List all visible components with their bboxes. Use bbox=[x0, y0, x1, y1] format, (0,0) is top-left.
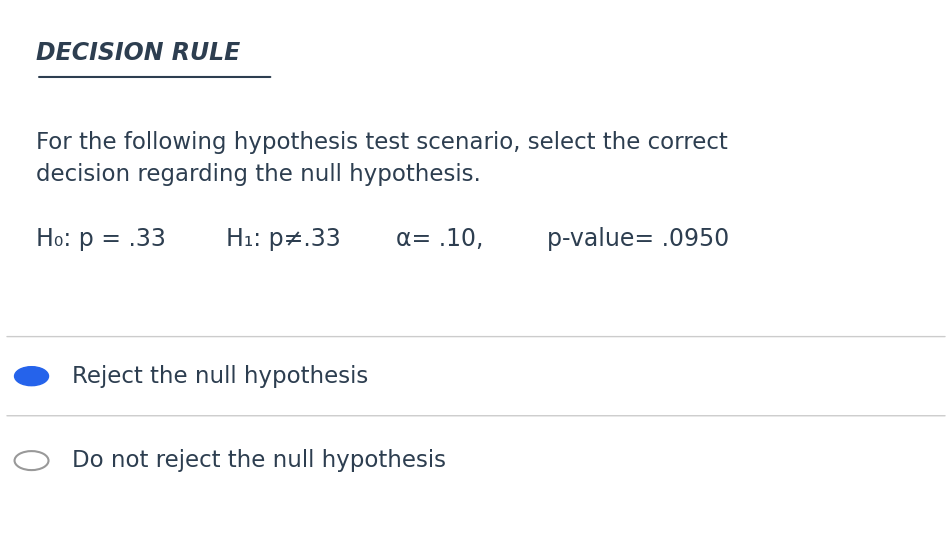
Text: Do not reject the null hypothesis: Do not reject the null hypothesis bbox=[72, 449, 446, 472]
Text: p-value= .0950: p-value= .0950 bbox=[546, 227, 729, 251]
Text: α= .10,: α= .10, bbox=[396, 227, 484, 251]
Text: DECISION RULE: DECISION RULE bbox=[36, 41, 241, 65]
Text: For the following hypothesis test scenario, select the correct
decision regardin: For the following hypothesis test scenar… bbox=[36, 131, 728, 186]
Text: H₀: p = .33: H₀: p = .33 bbox=[36, 227, 167, 251]
Text: H₁: p≠.33: H₁: p≠.33 bbox=[226, 227, 341, 251]
Circle shape bbox=[14, 367, 49, 386]
Text: Reject the null hypothesis: Reject the null hypothesis bbox=[72, 364, 368, 388]
